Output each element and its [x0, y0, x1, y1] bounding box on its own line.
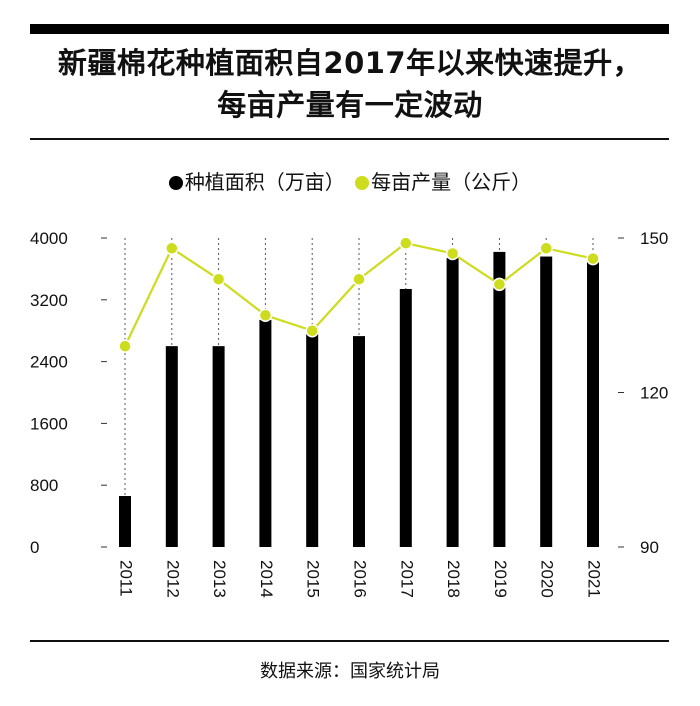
y-right-tick-label: 90 [640, 538, 659, 557]
bar-2020 [540, 256, 553, 547]
chart-title: 新疆棉花种植面积自2017年以来快速提升， 每亩产量有一定波动 [0, 42, 700, 126]
legend-swatch-area [168, 176, 183, 190]
source-note: 数据来源：国家统计局 [260, 661, 440, 682]
y-left-tick-label: 800 [30, 476, 58, 495]
bar-2021 [587, 261, 599, 547]
x-tick-label-2011: 2011 [117, 560, 136, 597]
bar-2013 [212, 346, 225, 547]
bar-2015 [306, 328, 319, 547]
x-tick-label-2016: 2016 [351, 560, 370, 598]
x-tick-label-2014: 2014 [257, 560, 276, 598]
legend-label-yield: 每亩产量（公斤） [371, 170, 532, 194]
bar-2017 [399, 288, 412, 547]
y-left-tick-label: 0 [30, 538, 39, 557]
x-tick-label-2015: 2015 [304, 560, 323, 598]
yield-point-2015 [305, 323, 319, 338]
x-tick-label-2017: 2017 [397, 560, 416, 598]
yield-point-2019 [492, 277, 507, 292]
bar-2014 [259, 319, 272, 547]
y-left-tick-label: 4000 [30, 229, 68, 248]
legend-label-area: 种植面积（万亩） [184, 170, 345, 194]
bottom-rule [30, 640, 669, 642]
y-left-tick-label: 3200 [30, 291, 68, 310]
legend-swatch-yield [355, 176, 370, 190]
y-left-tick-label: 2400 [30, 353, 68, 372]
legend-item-area: 种植面积（万亩） [168, 170, 351, 194]
yield-point-2020 [539, 241, 553, 256]
chart-plot: 0 800 1600 2400 3200 4000 90 120 150 2011 2012 2013… [30, 229, 668, 598]
y-right-tick-label: 150 [640, 229, 668, 248]
x-tick-label-2018: 2018 [444, 560, 463, 598]
legend: 种植面积（万亩） 每亩产量（公斤） [0, 168, 700, 196]
y-left-tick-label: 1600 [30, 414, 68, 433]
yield-point-2011 [118, 339, 132, 353]
title-line-1: 新疆棉花种植面积自2017年以来快速提升， [57, 46, 643, 80]
y-right-tick-label: 120 [640, 384, 668, 403]
x-tick-label-2013: 2013 [210, 560, 229, 598]
yield-point-2017 [399, 236, 413, 250]
title-line-2: 每亩产量有一定波动 [217, 88, 483, 122]
bar-2019 [493, 251, 506, 547]
x-tick-label-2019: 2019 [491, 560, 510, 598]
x-tick-label-2021: 2021 [585, 560, 604, 598]
yield-point-2014 [258, 308, 273, 322]
legend-item-yield: 每亩产量（公斤） [355, 170, 531, 194]
title-rule [30, 138, 669, 140]
top-rule [30, 24, 669, 34]
bar-2012 [165, 346, 178, 547]
x-tick-label-2020: 2020 [538, 560, 557, 598]
yield-point-2013 [211, 272, 226, 286]
yield-point-2018 [445, 246, 460, 261]
bar-2018 [446, 258, 459, 547]
bar-2011 [119, 496, 131, 547]
x-tick-label-2012: 2012 [163, 560, 182, 598]
yield-point-2012 [165, 241, 179, 256]
yield-point-2021 [586, 251, 600, 266]
yield-point-2016 [352, 272, 366, 286]
bar-2016 [353, 336, 365, 547]
